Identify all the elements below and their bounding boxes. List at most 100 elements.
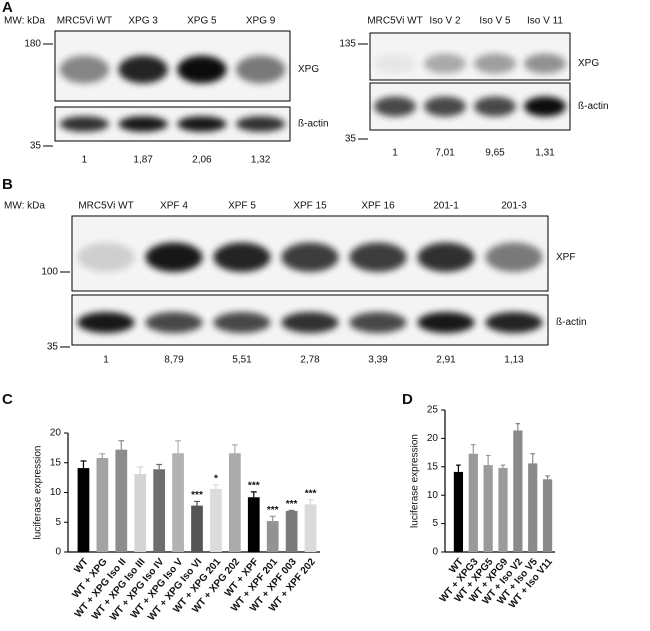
y-tick-label: 15	[427, 461, 439, 472]
band	[374, 53, 416, 74]
mw-marker: 35	[47, 342, 59, 353]
lane-label: MRC5Vi WT	[78, 201, 133, 212]
bar	[153, 469, 166, 552]
band	[118, 116, 168, 132]
band	[281, 242, 339, 272]
lane-label: 201-3	[501, 201, 527, 212]
band	[177, 116, 227, 132]
ratio: 1,32	[251, 155, 271, 166]
band	[118, 55, 168, 84]
panel-label: A	[2, 0, 13, 16]
panel-label: B	[2, 176, 13, 193]
bar	[210, 488, 222, 552]
lane-label: XPF 4	[160, 201, 188, 212]
bar	[134, 474, 147, 552]
y-tick-label: 5	[432, 518, 438, 529]
lane-label: Iso V 2	[429, 16, 461, 27]
lane-label: MRC5Vi WT	[57, 16, 112, 27]
ratio: 9,65	[485, 148, 505, 159]
bar	[228, 453, 241, 552]
band	[59, 116, 110, 132]
ratio: 2,06	[192, 155, 212, 166]
ratio: 1	[82, 155, 88, 166]
mw-label: MW: kDa	[4, 16, 45, 27]
lane-label: 201-1	[433, 201, 459, 212]
significance: ***	[191, 490, 203, 501]
bar	[96, 457, 109, 552]
ratio: 1	[392, 148, 398, 159]
ratio: 8,79	[164, 355, 184, 366]
error-bar	[194, 500, 200, 506]
y-tick-label: 15	[50, 457, 62, 468]
bar	[468, 453, 478, 552]
bar	[172, 453, 184, 552]
mw-marker: 35	[30, 141, 42, 152]
mw-marker: 180	[24, 39, 41, 50]
band-label: ß-actin	[578, 101, 609, 112]
band	[213, 312, 271, 333]
band	[213, 242, 271, 272]
error-bar	[470, 444, 476, 454]
y-tick-label: 10	[427, 490, 439, 501]
ratio: 5,51	[232, 355, 252, 366]
bar	[191, 505, 203, 552]
band	[77, 312, 135, 333]
band-label: ß-actin	[298, 119, 329, 130]
error-bar	[288, 509, 295, 511]
significance: ***	[286, 499, 298, 510]
ratio: 7,01	[435, 148, 455, 159]
error-bar	[231, 444, 238, 454]
lane-label: Iso V 11	[527, 16, 563, 27]
band	[77, 242, 135, 272]
band	[524, 96, 566, 117]
bar	[304, 504, 317, 552]
bar	[528, 463, 538, 552]
bar	[285, 510, 298, 552]
band	[349, 242, 407, 272]
band-label: XPG	[298, 64, 319, 75]
error-bar	[545, 475, 550, 480]
mw-label: MW: kDa	[4, 201, 45, 212]
mw-marker: 35	[345, 134, 357, 145]
panel-label: C	[2, 391, 13, 408]
mw-marker: 135	[339, 39, 356, 50]
band-label: XPF	[556, 252, 575, 263]
error-bar	[175, 440, 182, 454]
bar	[266, 521, 279, 552]
error-bar	[156, 463, 163, 470]
lane-label: XPG 3	[128, 16, 158, 27]
band	[177, 55, 227, 84]
lane-label: XPF 15	[293, 201, 327, 212]
band	[485, 312, 543, 333]
y-tick-label: 20	[50, 428, 62, 439]
band	[485, 242, 543, 272]
significance: ***	[248, 481, 260, 492]
y-tick-label: 0	[432, 547, 438, 558]
mw-marker: 100	[41, 267, 58, 278]
y-tick-label: 5	[55, 517, 61, 528]
band	[235, 55, 286, 84]
band	[424, 53, 466, 74]
error-bar	[80, 460, 87, 469]
error-bar	[307, 499, 314, 505]
band	[59, 55, 110, 84]
ratio: 2,78	[300, 355, 320, 366]
y-axis-label: luciferase expression	[410, 434, 421, 528]
error-bar	[456, 464, 461, 472]
lane-label: XPF 16	[361, 201, 395, 212]
lane-label: XPG 5	[187, 16, 217, 27]
ratio: 2,91	[436, 355, 456, 366]
band	[474, 96, 516, 117]
ratio: 3,39	[368, 355, 388, 366]
band-label: ß-actin	[556, 317, 587, 328]
ratio: 1,13	[504, 355, 524, 366]
band	[145, 242, 203, 272]
band	[524, 53, 566, 74]
ratio: 1	[103, 355, 109, 366]
error-bar	[269, 515, 276, 522]
error-bar	[99, 453, 106, 458]
bar	[513, 430, 523, 552]
band	[281, 312, 339, 333]
bar	[542, 479, 553, 552]
